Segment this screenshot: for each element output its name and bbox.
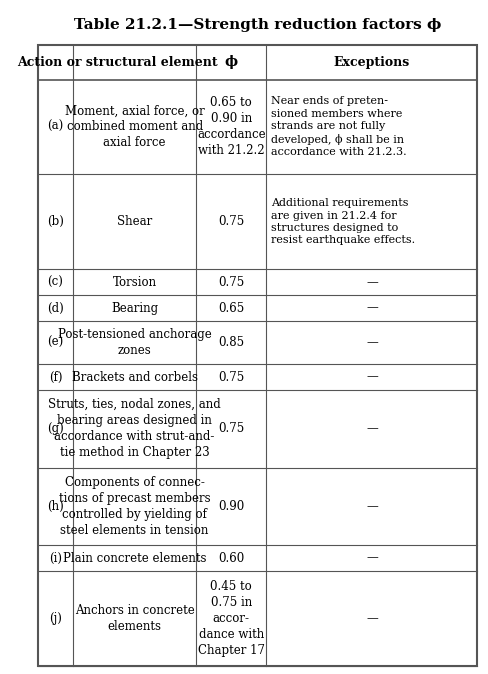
Text: —: —: [366, 422, 378, 435]
Text: Additional requirements
are given in 21.2.4 for
structures designed to
resist ea: Additional requirements are given in 21.…: [271, 198, 415, 245]
Text: Moment, axial force, or
combined moment and
axial force: Moment, axial force, or combined moment …: [65, 104, 204, 150]
Text: ϕ: ϕ: [225, 55, 238, 69]
Text: 0.75: 0.75: [218, 422, 244, 435]
Text: Struts, ties, nodal zones, and
bearing areas designed in
accordance with strut-a: Struts, ties, nodal zones, and bearing a…: [48, 398, 221, 459]
Text: 0.75: 0.75: [218, 371, 244, 384]
Text: Exceptions: Exceptions: [334, 56, 410, 69]
Text: Plain concrete elements: Plain concrete elements: [63, 551, 206, 565]
Text: 0.65: 0.65: [218, 301, 244, 315]
Text: Post-tensioned anchorage
zones: Post-tensioned anchorage zones: [58, 328, 211, 357]
Text: (j): (j): [49, 612, 62, 625]
Text: —: —: [366, 551, 378, 565]
Text: Components of connec-
tions of precast members
controlled by yielding of
steel e: Components of connec- tions of precast m…: [59, 476, 210, 537]
Text: (a): (a): [47, 121, 63, 133]
Bar: [38, 45, 477, 80]
Text: 0.85: 0.85: [218, 336, 244, 349]
Text: 0.75: 0.75: [218, 215, 244, 228]
Text: (h): (h): [47, 500, 64, 513]
Text: —: —: [366, 612, 378, 625]
Text: —: —: [366, 500, 378, 513]
Text: (d): (d): [47, 301, 64, 315]
Text: 0.45 to
0.75 in
accor-
dance with
Chapter 17: 0.45 to 0.75 in accor- dance with Chapte…: [198, 580, 265, 657]
Text: (f): (f): [49, 371, 62, 384]
Text: (g): (g): [47, 422, 64, 435]
Text: Table 21.2.1—Strength reduction factors ϕ: Table 21.2.1—Strength reduction factors …: [74, 18, 441, 32]
Text: —: —: [366, 336, 378, 349]
Text: Bearing: Bearing: [111, 301, 158, 315]
Text: (c): (c): [48, 276, 63, 288]
Text: —: —: [366, 371, 378, 384]
Text: (b): (b): [47, 215, 64, 228]
Text: —: —: [366, 276, 378, 288]
Text: Action or structural element: Action or structural element: [17, 56, 217, 69]
Text: Anchors in concrete
elements: Anchors in concrete elements: [75, 604, 195, 633]
Text: Torsion: Torsion: [113, 276, 157, 288]
Text: (e): (e): [47, 336, 63, 349]
Text: —: —: [366, 301, 378, 315]
Text: 0.75: 0.75: [218, 276, 244, 288]
Text: Shear: Shear: [117, 215, 152, 228]
Text: (i): (i): [49, 551, 62, 565]
Text: 0.90: 0.90: [218, 500, 244, 513]
Text: 0.60: 0.60: [218, 551, 244, 565]
Text: Brackets and corbels: Brackets and corbels: [72, 371, 198, 384]
Text: Near ends of preten-
sioned members where
strands are not fully
developed, ϕ sha: Near ends of preten- sioned members wher…: [271, 96, 407, 158]
Text: 0.65 to
0.90 in
accordance
with 21.2.2: 0.65 to 0.90 in accordance with 21.2.2: [197, 96, 265, 158]
